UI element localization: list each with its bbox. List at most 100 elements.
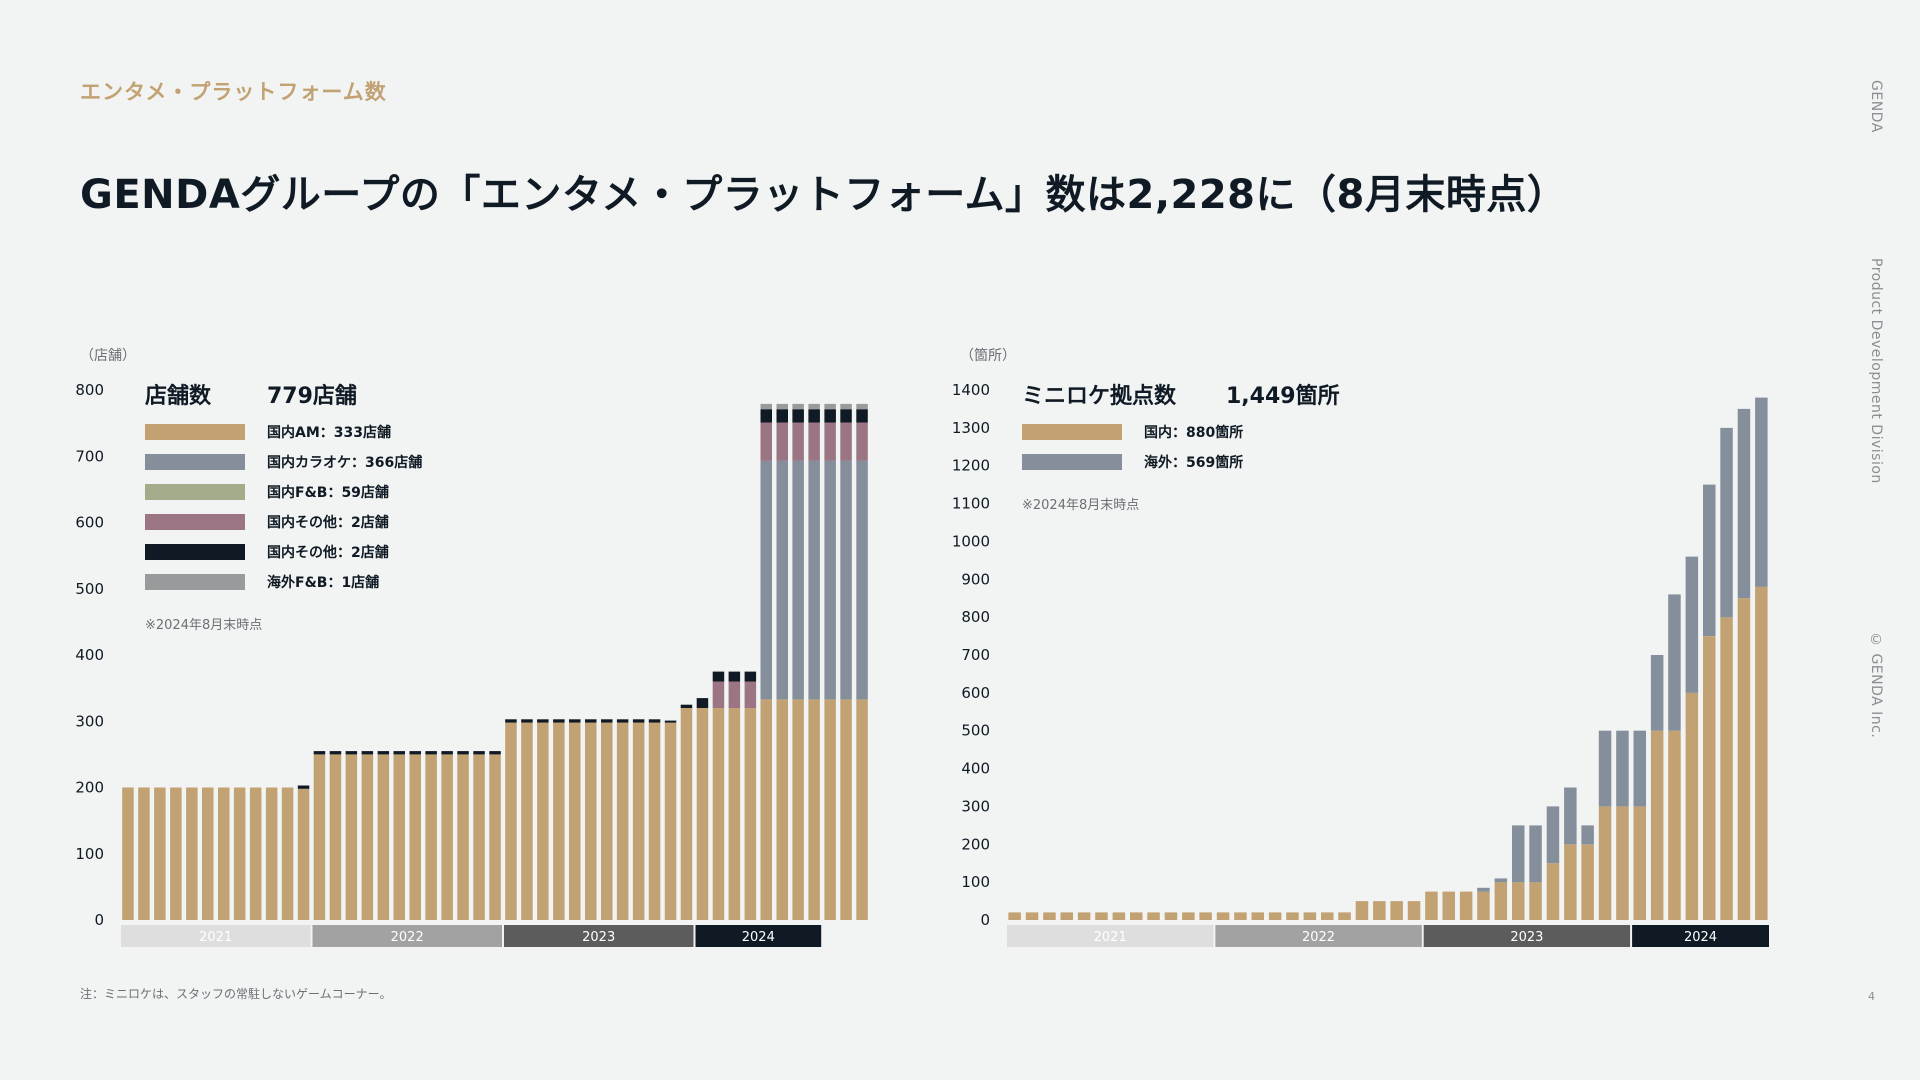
y-tick-label: 600 bbox=[75, 514, 104, 532]
year-label: 2023 bbox=[1510, 930, 1543, 945]
bar-segment-0 bbox=[1025, 912, 1039, 920]
bar-segment-4 bbox=[776, 409, 788, 423]
year-label: 2022 bbox=[391, 930, 424, 945]
legend-swatch bbox=[145, 424, 245, 440]
bar-segment-0 bbox=[473, 754, 485, 920]
bar-segment-0 bbox=[537, 722, 549, 920]
bar-segment-4 bbox=[696, 698, 709, 708]
bar-segment-0 bbox=[808, 699, 820, 920]
bar-segment-4 bbox=[585, 719, 597, 723]
bar-segment-0 bbox=[1390, 901, 1403, 920]
legend-label: 海外：569箇所 bbox=[1144, 454, 1243, 471]
bar-segment-0 bbox=[377, 754, 390, 920]
bar-segment-4 bbox=[345, 751, 358, 755]
bar-segment-4 bbox=[744, 671, 757, 682]
bar-segment-0 bbox=[1477, 891, 1490, 920]
bar-segment-3 bbox=[856, 422, 868, 461]
bar-segment-0 bbox=[122, 787, 134, 920]
year-band bbox=[695, 925, 822, 947]
bar-segment-0 bbox=[1130, 912, 1143, 920]
brand-vertical: GENDA bbox=[1868, 80, 1884, 133]
y-tick-label: 300 bbox=[75, 712, 104, 730]
year-band bbox=[1215, 925, 1422, 947]
bar-segment-0 bbox=[1043, 912, 1056, 920]
bar-segment-3 bbox=[808, 422, 820, 461]
bar-segment-0 bbox=[696, 708, 709, 920]
year-label: 2023 bbox=[582, 930, 615, 945]
bar-segment-1 bbox=[1477, 887, 1490, 892]
bar-segment-3 bbox=[728, 681, 741, 708]
year-label: 2024 bbox=[1684, 930, 1717, 945]
bar-segment-0 bbox=[1373, 901, 1386, 920]
bar-segment-0 bbox=[1008, 912, 1021, 920]
bar-segment-0 bbox=[489, 754, 501, 920]
bar-segment-4 bbox=[553, 719, 565, 723]
bar-segment-0 bbox=[728, 708, 741, 920]
bar-segment-0 bbox=[521, 722, 533, 920]
y-tick-label: 1000 bbox=[952, 532, 990, 550]
bar-segment-0 bbox=[744, 708, 757, 920]
bar-segment-0 bbox=[760, 699, 772, 920]
y-tick-label: 900 bbox=[961, 570, 990, 588]
bar-segment-0 bbox=[1425, 891, 1438, 920]
bar-segment-4 bbox=[601, 719, 613, 723]
bar-segment-5 bbox=[824, 403, 836, 410]
bar-segment-0 bbox=[712, 708, 725, 920]
bar-segment-0 bbox=[585, 722, 597, 920]
bar-segment-0 bbox=[1112, 912, 1126, 920]
y-tick-label: 700 bbox=[75, 447, 104, 465]
bar-segment-1 bbox=[1598, 730, 1612, 807]
bar-segment-5 bbox=[776, 403, 788, 410]
bar-segment-4 bbox=[712, 671, 725, 682]
bar-segment-0 bbox=[218, 787, 230, 920]
bar-segment-0 bbox=[1650, 730, 1664, 920]
bar-segment-4 bbox=[297, 785, 310, 789]
year-band bbox=[1007, 925, 1214, 947]
legend-label: 国内：880箇所 bbox=[1144, 424, 1243, 441]
bar-segment-0 bbox=[664, 722, 677, 920]
bar-segment-0 bbox=[1321, 912, 1334, 920]
bar-segment-3 bbox=[776, 422, 788, 461]
minilocation-chart: （箇所） 0 100 200 300 400 500 600 700 800 900 1000 1100… bbox=[952, 347, 1769, 947]
bar-segment-0 bbox=[840, 699, 852, 920]
bar-segment-4 bbox=[521, 719, 533, 723]
bar-segment-0 bbox=[553, 722, 565, 920]
year-label: 2022 bbox=[1302, 930, 1335, 945]
bar-segment-0 bbox=[345, 754, 358, 920]
bar-segment-4 bbox=[680, 704, 693, 708]
year-band bbox=[121, 925, 311, 947]
bar-segment-1 bbox=[1668, 594, 1681, 731]
bar-segment-1 bbox=[1755, 397, 1768, 587]
bar-segment-4 bbox=[648, 719, 661, 723]
bar-segment-0 bbox=[329, 754, 342, 920]
bar-segment-0 bbox=[1199, 912, 1212, 920]
bar-segment-1 bbox=[1546, 806, 1560, 864]
bar-segment-0 bbox=[1598, 806, 1612, 920]
bar-segment-3 bbox=[824, 422, 836, 461]
bar-segment-1 bbox=[1720, 427, 1733, 618]
bar-segment-1 bbox=[1633, 730, 1646, 807]
bar-segment-0 bbox=[281, 787, 294, 920]
bar-segment-0 bbox=[1338, 912, 1351, 920]
bar-segment-4 bbox=[473, 751, 485, 755]
bar-segment-0 bbox=[1564, 844, 1577, 920]
bar-segment-4 bbox=[569, 719, 581, 723]
bar-segment-4 bbox=[377, 751, 390, 755]
bar-segment-0 bbox=[1529, 882, 1542, 920]
year-label: 2021 bbox=[199, 930, 232, 945]
bar-segment-0 bbox=[1164, 912, 1178, 920]
bar-segment-0 bbox=[1303, 912, 1317, 920]
bar-segment-4 bbox=[856, 409, 868, 423]
legend-swatch bbox=[145, 454, 245, 470]
y-tick-label: 1400 bbox=[952, 381, 990, 399]
bar-segment-0 bbox=[1720, 617, 1733, 920]
bar-segment-4 bbox=[792, 409, 804, 423]
bar-segment-0 bbox=[409, 754, 421, 920]
bar-segment-0 bbox=[856, 699, 868, 920]
bar-segment-0 bbox=[1095, 912, 1108, 920]
y-tick-label: 500 bbox=[961, 722, 990, 740]
bar-segment-0 bbox=[297, 788, 310, 920]
bar-segment-0 bbox=[1581, 844, 1594, 920]
year-band bbox=[504, 925, 694, 947]
y-tick-label: 0 bbox=[94, 911, 104, 929]
